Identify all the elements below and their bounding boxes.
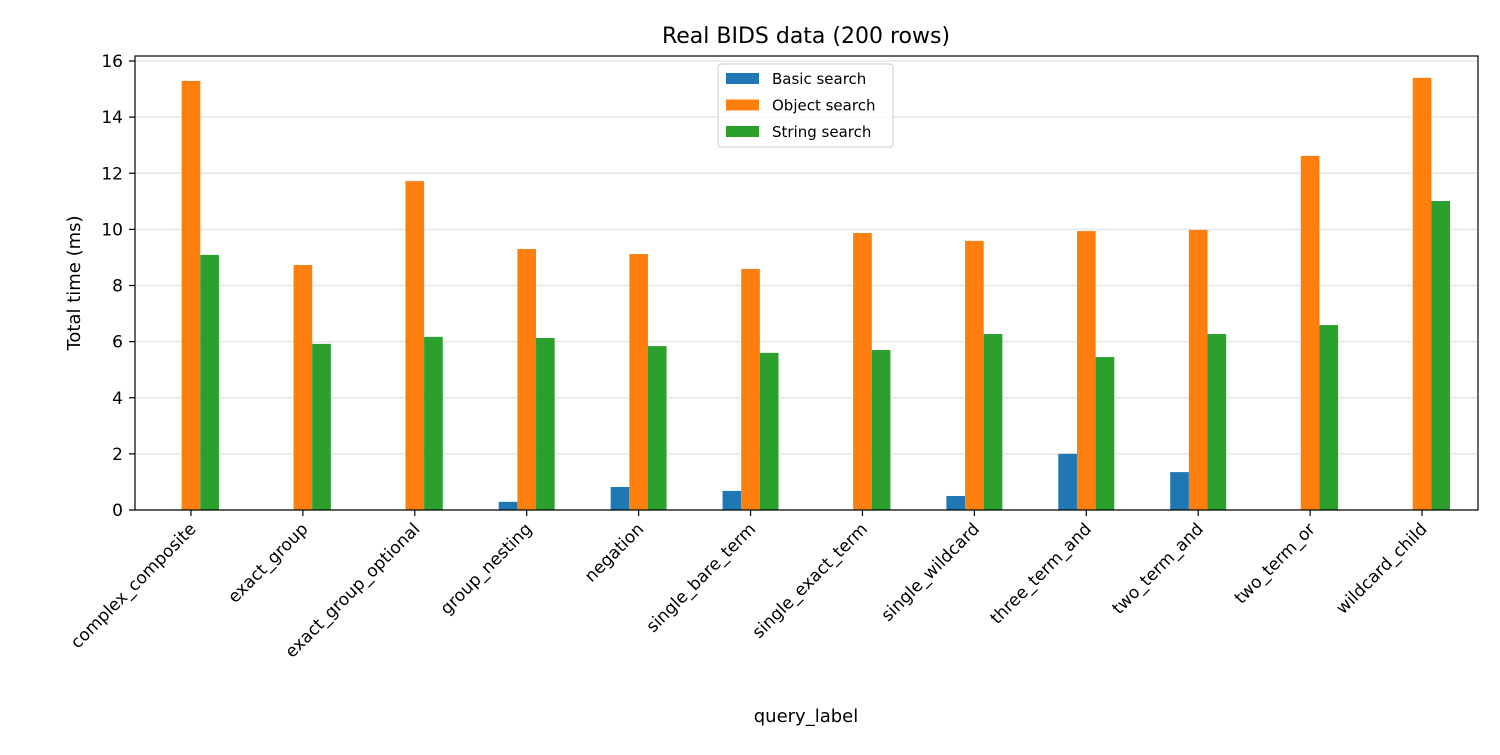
- legend: Basic search Object search String search: [717, 63, 894, 148]
- bar-basic-search: [946, 495, 966, 510]
- bar-string-search: [200, 254, 219, 510]
- bar-basic-search: [610, 486, 630, 510]
- x-axis-label: query_label: [754, 706, 859, 727]
- x-tick-label: single_bare_term: [643, 519, 760, 636]
- y-tick-label: 12: [101, 164, 123, 184]
- bar-string-search: [647, 346, 667, 510]
- x-tick-label: group_nesting: [437, 519, 537, 619]
- bar-object-search: [293, 265, 313, 510]
- x-tick-label: two_term_and: [1109, 519, 1208, 618]
- x-tick-label: negation: [581, 519, 648, 586]
- bar-string-search: [536, 337, 555, 510]
- bar-object-search: [629, 254, 648, 510]
- chart-title: Real BIDS data (200 rows): [662, 24, 950, 49]
- bar-string-search: [871, 350, 891, 510]
- bar-string-search: [1207, 334, 1227, 510]
- bar-object-search: [517, 249, 537, 511]
- x-tick-label: two_term_or: [1231, 519, 1320, 608]
- bar-string-search: [983, 334, 1003, 510]
- legend-swatch: [726, 73, 759, 84]
- y-tick-label: 0: [112, 501, 123, 521]
- x-tick-label: three_term_and: [987, 519, 1096, 628]
- x-tick-label: exact_group: [224, 519, 312, 607]
- bar-object-search: [1188, 229, 1208, 510]
- x-tick-label: single_exact_term: [749, 519, 872, 642]
- y-tick-label: 6: [112, 333, 123, 353]
- bar-basic-search: [1058, 453, 1077, 510]
- bar-object-search: [965, 240, 984, 511]
- legend-box: [717, 63, 894, 148]
- x-tick-label: complex_composite: [67, 519, 200, 652]
- bar-string-search: [312, 343, 331, 510]
- bar-object-search: [1300, 155, 1320, 510]
- x-tick-label: wildcard_child: [1332, 519, 1431, 618]
- legend-label: Basic search: [772, 70, 866, 88]
- bar-object-search: [741, 268, 760, 510]
- y-tick-label: 16: [101, 52, 123, 72]
- bar-basic-search: [1170, 472, 1189, 510]
- legend-swatch: [726, 126, 759, 137]
- bar-object-search: [405, 181, 425, 511]
- bar-string-search: [1095, 357, 1115, 510]
- bar-string-search: [1319, 325, 1339, 510]
- legend-swatch: [726, 99, 759, 111]
- legend-label: Object search: [772, 97, 875, 115]
- y-tick-label: 14: [101, 108, 123, 128]
- bar-object-search: [853, 233, 872, 510]
- bar-basic-search: [498, 501, 518, 510]
- y-tick-label: 8: [112, 277, 123, 297]
- legend-label: String search: [772, 123, 871, 141]
- y-tick-label: 2: [112, 445, 123, 465]
- x-tick-label: single_wildcard: [878, 519, 984, 625]
- bar-object-search: [1412, 77, 1432, 511]
- bar-string-search: [424, 336, 443, 510]
- y-axis-label: Total time (ms): [64, 215, 85, 351]
- bar-object-search: [181, 80, 201, 510]
- bar-string-search: [759, 352, 779, 510]
- y-tick-label: 10: [101, 220, 123, 240]
- bar-string-search: [1431, 201, 1451, 511]
- bar-object-search: [1076, 231, 1096, 510]
- y-tick-label: 4: [112, 389, 123, 409]
- plot-frame: [134, 55, 1479, 511]
- bar-basic-search: [722, 490, 742, 510]
